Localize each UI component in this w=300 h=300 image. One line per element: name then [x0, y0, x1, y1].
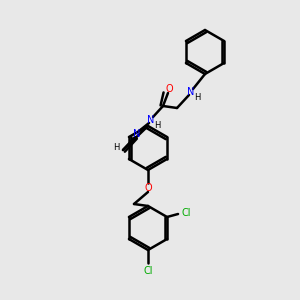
Text: Cl: Cl	[143, 266, 153, 276]
Text: N: N	[133, 129, 141, 139]
Text: N: N	[187, 87, 195, 97]
Text: Cl: Cl	[181, 208, 191, 218]
Text: O: O	[144, 183, 152, 193]
Text: H: H	[194, 92, 200, 101]
Text: H: H	[154, 121, 160, 130]
Text: H: H	[113, 143, 119, 152]
Text: O: O	[165, 84, 173, 94]
Text: N: N	[147, 115, 155, 125]
